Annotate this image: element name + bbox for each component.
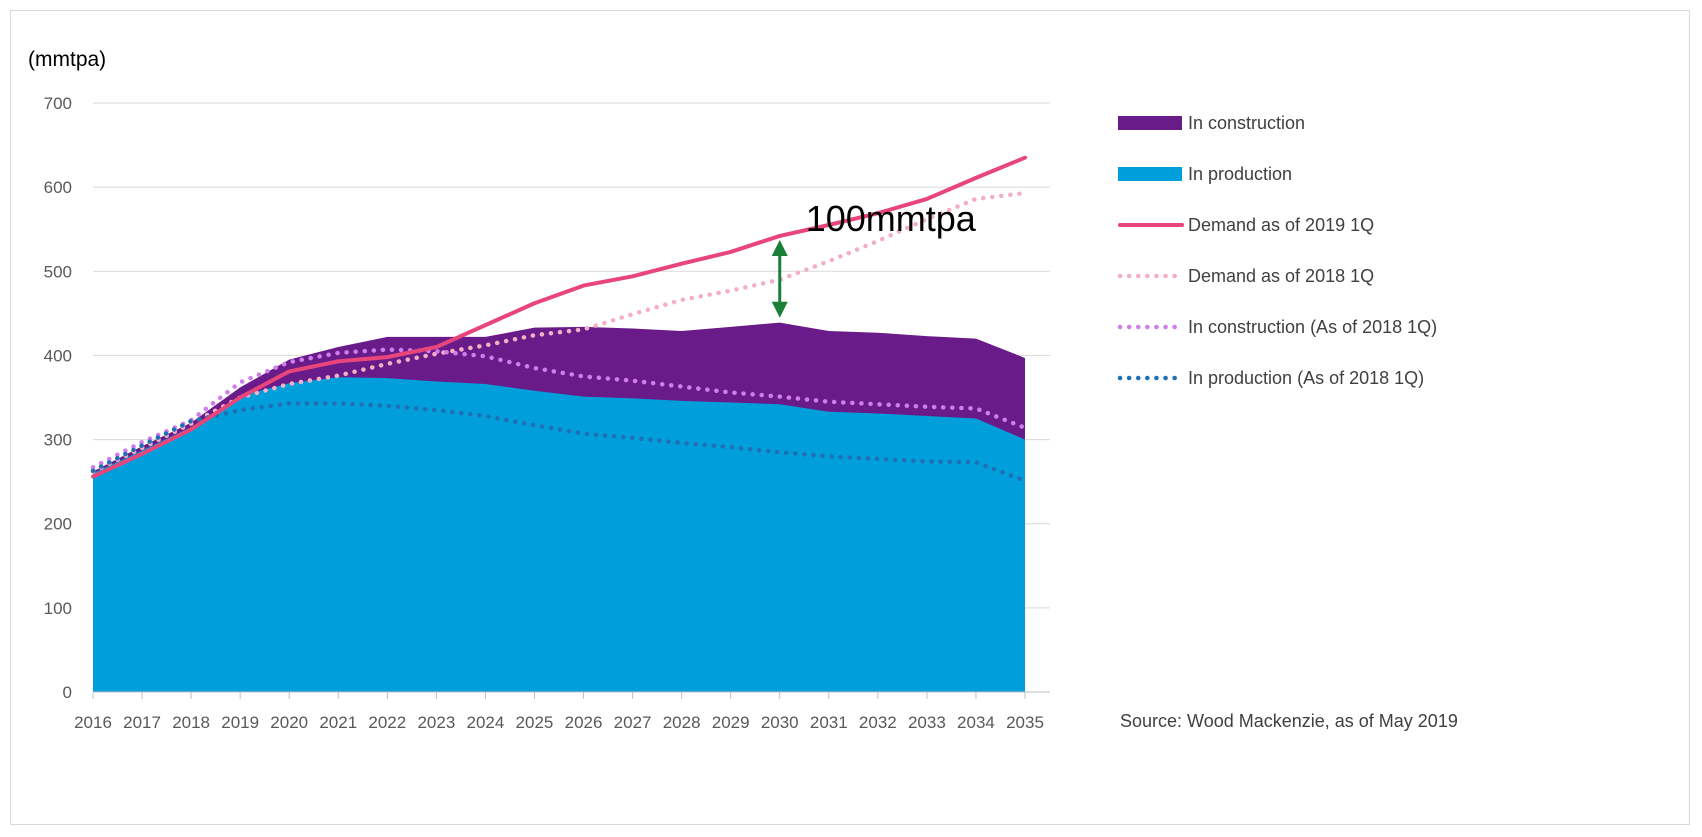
y-unit-label: (mmtpa) <box>28 48 106 71</box>
x-axis: 2016 2017 2018 2019 2020 2021 2022 2023 2024 2025… <box>74 691 1050 732</box>
y-tick-label: 300 <box>44 431 72 450</box>
x-tick-label: 2032 <box>859 713 897 732</box>
x-tick-label: 2018 <box>172 713 210 732</box>
y-tick-label: 200 <box>44 515 72 534</box>
legend: In construction In production Demand as of… <box>1117 113 1437 388</box>
legend-label-demand-as-of-2018-1q: Demand as of 2018 1Q <box>1188 266 1374 286</box>
x-tick-label: 2016 <box>74 713 112 732</box>
y-tick-label: 700 <box>44 94 72 113</box>
x-tick-label: 2035 <box>1006 713 1044 732</box>
y-tick-label: 100 <box>44 599 72 618</box>
legend-swatch-in-production <box>1118 167 1182 181</box>
source-note: Source: Wood Mackenzie, as of May 2019 <box>1120 711 1458 731</box>
x-tick-label: 2033 <box>908 713 946 732</box>
x-tick-label: 2029 <box>712 713 750 732</box>
x-tick-label: 2022 <box>368 713 406 732</box>
line-demand-as-of-2019-1q <box>91 155 1027 479</box>
x-tick-label: 2028 <box>663 713 701 732</box>
legend-label-in-production-as-of-2018-1q-: In production (As of 2018 1Q) <box>1188 368 1424 388</box>
line-series <box>90 155 1028 484</box>
legend-swatch-in-construction <box>1118 116 1182 130</box>
y-tick-label: 400 <box>44 346 72 365</box>
y-tick-label: 500 <box>44 262 72 281</box>
x-tick-label: 2020 <box>270 713 308 732</box>
gap-arrow-head-down <box>771 301 788 318</box>
line-in-production-as-of-2018-1q- <box>90 401 1028 484</box>
y-tick-label: 0 <box>63 683 72 702</box>
x-tick-label: 2027 <box>614 713 652 732</box>
legend-label-in-production: In production <box>1188 164 1292 184</box>
x-tick-label: 2026 <box>565 713 603 732</box>
gap-annotation: 100mmtpa <box>771 198 977 318</box>
y-axis: 0 100 200 300 400 500 600 700 <box>44 94 72 702</box>
y-tick-label: 600 <box>44 178 72 197</box>
x-tick-label: 2030 <box>761 713 799 732</box>
x-tick-label: 2031 <box>810 713 848 732</box>
area-series <box>93 322 1025 692</box>
x-tick-label: 2025 <box>516 713 554 732</box>
gap-annotation-label: 100mmtpa <box>806 198 977 239</box>
legend-label-in-construction-as-of-2018-1q-: In construction (As of 2018 1Q) <box>1188 317 1437 337</box>
chart-frame <box>10 10 1690 825</box>
x-tick-label: 2019 <box>221 713 259 732</box>
area-in-production <box>93 377 1025 692</box>
x-tick-label: 2023 <box>417 713 455 732</box>
legend-label-in-construction: In construction <box>1188 113 1305 133</box>
x-tick-label: 2017 <box>123 713 161 732</box>
line-in-construction-as-of-2018-1q- <box>90 347 1028 470</box>
x-tick-label: 2034 <box>957 713 995 732</box>
legend-label-demand-as-of-2019-1q: Demand as of 2019 1Q <box>1188 215 1374 235</box>
x-tick-label: 2021 <box>319 713 357 732</box>
gap-arrow-head-up <box>771 239 788 256</box>
x-tick-label: 2024 <box>467 713 505 732</box>
